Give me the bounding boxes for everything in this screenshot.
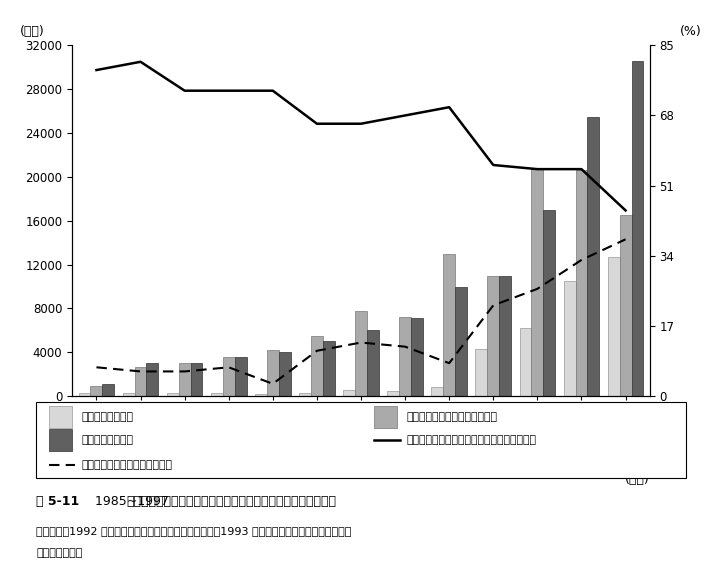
Bar: [411, 318, 423, 396]
Bar: [223, 357, 235, 396]
Bar: [632, 61, 643, 396]
Bar: [520, 328, 531, 396]
FancyBboxPatch shape: [36, 402, 686, 478]
Bar: [323, 341, 335, 396]
Text: 图 5-11: 图 5-11: [36, 495, 79, 508]
Bar: [134, 367, 147, 396]
Bar: [79, 393, 90, 396]
Text: 计季报》各期。: 计季报》各期。: [36, 548, 82, 558]
Bar: [531, 168, 544, 396]
Text: (%): (%): [680, 25, 702, 38]
Bar: [564, 281, 575, 396]
Bar: [475, 349, 487, 396]
Bar: [299, 393, 311, 396]
Bar: [90, 387, 103, 396]
FancyBboxPatch shape: [374, 406, 397, 428]
Bar: [167, 393, 178, 396]
Bar: [619, 215, 632, 396]
Bar: [255, 395, 267, 396]
Text: 对金融机构贷款和债权（左轴）: 对金融机构贷款和债权（左轴）: [406, 412, 497, 422]
Bar: [235, 357, 247, 396]
Bar: [147, 363, 158, 396]
Bar: [267, 350, 279, 396]
Bar: [399, 317, 411, 396]
FancyBboxPatch shape: [49, 430, 72, 451]
Bar: [191, 363, 202, 396]
Bar: [499, 276, 511, 396]
Text: 外汇资产占总资产比重（右轴）: 外汇资产占总资产比重（右轴）: [82, 460, 173, 470]
Bar: [443, 254, 455, 396]
Text: 对金融机构贷款和债权占总资产比重（右轴）: 对金融机构贷款和债权占总资产比重（右轴）: [406, 435, 536, 445]
Bar: [487, 276, 499, 396]
Text: 外汇资产（左轴）: 外汇资产（左轴）: [82, 412, 134, 422]
Text: (亿元): (亿元): [20, 25, 45, 38]
Bar: [103, 384, 114, 396]
Bar: [455, 286, 467, 396]
Bar: [211, 393, 223, 396]
Bar: [123, 393, 134, 396]
Bar: [387, 391, 399, 396]
Bar: [367, 331, 379, 396]
Bar: [343, 389, 355, 396]
Text: 基础货币（左轴）: 基础货币（左轴）: [82, 435, 134, 445]
Bar: [608, 257, 619, 396]
Bar: [544, 210, 555, 396]
Bar: [575, 170, 588, 396]
Text: 资料来源：1992 年之前数据来自《中国金融年鉴》各期，1993 年之后数据来自《中国人民银行统: 资料来源：1992 年之前数据来自《中国金融年鉴》各期，1993 年之后数据来自…: [36, 526, 352, 537]
FancyBboxPatch shape: [49, 406, 72, 428]
Text: 1985~1997: 1985~1997: [87, 495, 173, 508]
Text: 年中国人民银行外汇资产、对金融机构的贷款和债权、基础货币: 年中国人民银行外汇资产、对金融机构的贷款和债权、基础货币: [126, 495, 336, 508]
Bar: [311, 336, 323, 396]
Bar: [279, 352, 291, 396]
Bar: [431, 388, 443, 396]
Bar: [355, 311, 367, 396]
Bar: [588, 117, 599, 396]
Text: (年份): (年份): [625, 473, 650, 486]
Bar: [178, 363, 191, 396]
